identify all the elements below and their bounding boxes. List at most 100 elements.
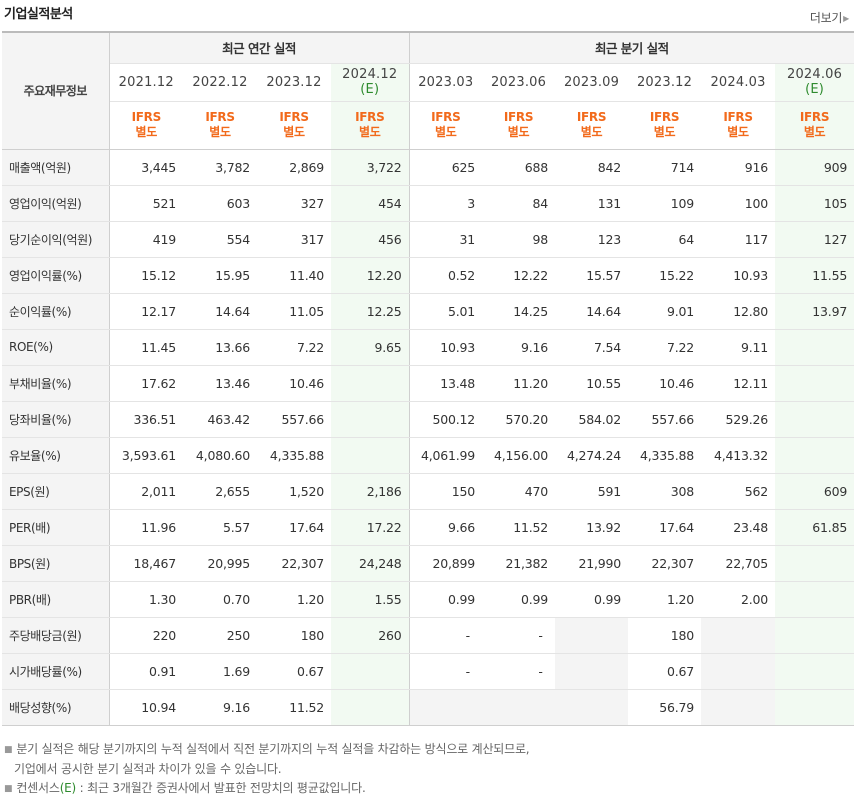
table-cell: 22,705 [701, 545, 776, 582]
table-cell: 584.02 [555, 401, 629, 438]
table-cell: 18,467 [109, 545, 183, 582]
table-cell: 10.55 [555, 364, 629, 402]
period-date-text: 2023.06 [490, 74, 547, 90]
table-cell: 9.01 [628, 293, 702, 330]
table-cell: 10.93 [701, 256, 776, 294]
table-cell: 21,990 [555, 545, 629, 582]
table-cell: 3,593.61 [109, 437, 183, 474]
table-cell: 260 [331, 616, 410, 654]
period-date: 2021.12 [109, 63, 183, 102]
footnote-consensus-text: : 최근 3개월간 증권사에서 발표한 전망치의 평균값입니다. [76, 781, 366, 795]
footnote-line-2: 기업에서 공시한 분기 실적과 차이가 있을 수 있습니다. [14, 762, 282, 776]
ifrs-basis-text: 별도 [727, 125, 749, 139]
ifrs-basis: IFRS 별도 [257, 101, 331, 150]
ifrs-basis-text: IFRS [723, 110, 753, 124]
group-quarterly: 최근 분기 실적 [409, 31, 855, 64]
table-cell: 14.25 [482, 293, 556, 330]
ifrs-basis-text: 별도 [359, 125, 381, 139]
table-cell: 1.20 [257, 581, 331, 618]
ifrs-basis-text: 별도 [435, 125, 457, 139]
table-cell: 12.20 [331, 256, 410, 294]
row-label: 당좌비율(%) [2, 401, 110, 438]
table-cell: 12.17 [109, 293, 183, 330]
ifrs-basis-text: IFRS [205, 110, 235, 124]
ifrs-basis-text: 별도 [283, 125, 305, 139]
table-cell: 2,186 [331, 472, 410, 510]
ifrs-basis: IFRS 별도 [628, 101, 702, 150]
ifrs-basis-text: 별도 [209, 125, 231, 139]
table-cell: 17.64 [257, 509, 331, 546]
table-cell: 570.20 [482, 401, 556, 438]
table-row: 당좌비율(%) 336.51 463.42 557.66 500.12 570.20 584… [2, 401, 855, 438]
row-label: PER(배) [2, 509, 110, 546]
table-cell: 11.05 [257, 293, 331, 330]
table-cell: 15.95 [183, 256, 257, 294]
table-cell: 1.55 [331, 581, 410, 618]
table-cell: 7.22 [628, 329, 702, 366]
period-date-text: 2022.12 [192, 74, 248, 90]
period-date-text: 2023.03 [418, 74, 474, 90]
table-cell: 4,335.88 [257, 437, 331, 474]
table-cell [331, 689, 410, 726]
period-date-text: 2023.12 [636, 74, 693, 90]
period-date: 2024.06 (E) [775, 63, 855, 102]
ifrs-basis: IFRS 별도 [109, 101, 183, 150]
table-cell: 14.64 [183, 293, 257, 330]
ifrs-basis-text: 별도 [653, 125, 676, 139]
table-cell [701, 689, 776, 726]
table-cell: 220 [109, 616, 183, 654]
table-cell: 20,899 [409, 545, 483, 582]
row-label: EPS(원) [2, 472, 110, 510]
period-date: 2023.12 [257, 63, 331, 102]
ifrs-basis-text: IFRS [279, 110, 309, 124]
table-cell: 456 [331, 221, 410, 258]
table-cell: 9.16 [183, 689, 257, 726]
ifrs-basis-text: IFRS [799, 110, 830, 124]
ifrs-basis: IFRS 별도 [555, 101, 629, 150]
period-date-text: 2024.03 [710, 74, 766, 90]
period-date-text: 2024.12 [342, 67, 398, 82]
chevron-right-icon: ▶ [843, 14, 849, 23]
row-label: 당기순이익(억원) [2, 221, 110, 258]
period-date-text: 2023.12 [266, 74, 322, 90]
row-label: 주당배당금(원) [2, 616, 110, 654]
ifrs-basis: IFRS 별도 [482, 101, 556, 150]
table-cell: 909 [775, 149, 855, 186]
table-cell: 20,995 [183, 545, 257, 582]
table-cell: 327 [257, 185, 331, 222]
table-cell: 2.00 [701, 581, 776, 618]
table-cell: - [482, 616, 556, 654]
ifrs-basis: IFRS 별도 [701, 101, 776, 150]
table-cell: 554 [183, 221, 257, 258]
table-cell: 7.54 [555, 329, 629, 366]
period-date: 2024.03 [701, 63, 776, 102]
row-label: 부채비율(%) [2, 364, 110, 402]
header-date-row: 2021.12 2022.12 2023.12 2024.12 (E) 2023.03 20… [2, 63, 855, 102]
table-cell: - [409, 653, 483, 690]
table-cell: 317 [257, 221, 331, 258]
ifrs-basis-text: 별도 [580, 125, 603, 139]
ifrs-basis-text: IFRS [503, 110, 534, 124]
table-row: 주당배당금(원) 220 250 180 260- -180 [2, 616, 855, 654]
table-cell: 0.99 [409, 581, 483, 618]
header-ifrs-row: IFRS 별도 IFRS 별도 IFRS 별도 IFRS 별도 IFRS 별도 IFRS 별도 IFRS… [2, 101, 855, 150]
table-cell: 454 [331, 185, 410, 222]
row-label: PBR(배) [2, 581, 110, 618]
table-cell: 521 [109, 185, 183, 222]
period-date: 2024.12 (E) [331, 63, 410, 102]
table-cell: 14.64 [555, 293, 629, 330]
table-cell: 10.93 [409, 329, 483, 366]
more-link[interactable]: 더보기▶ [810, 9, 849, 26]
table-cell [409, 689, 483, 726]
table-cell: 84 [482, 185, 556, 222]
table-cell: 5.01 [409, 293, 483, 330]
table-cell: 10.46 [257, 364, 331, 402]
table-cell [775, 437, 855, 474]
table-cell: 12.80 [701, 293, 776, 330]
table-cell: 336.51 [109, 401, 183, 438]
table-cell: 4,413.32 [701, 437, 776, 474]
table-cell [775, 616, 855, 654]
ifrs-basis-text: 별도 [803, 125, 826, 139]
table-cell: 5.57 [183, 509, 257, 546]
footnotes: ■ 분기 실적은 해당 분기까지의 누적 실적에서 직전 분기까지의 누적 실적을… [4, 740, 852, 799]
